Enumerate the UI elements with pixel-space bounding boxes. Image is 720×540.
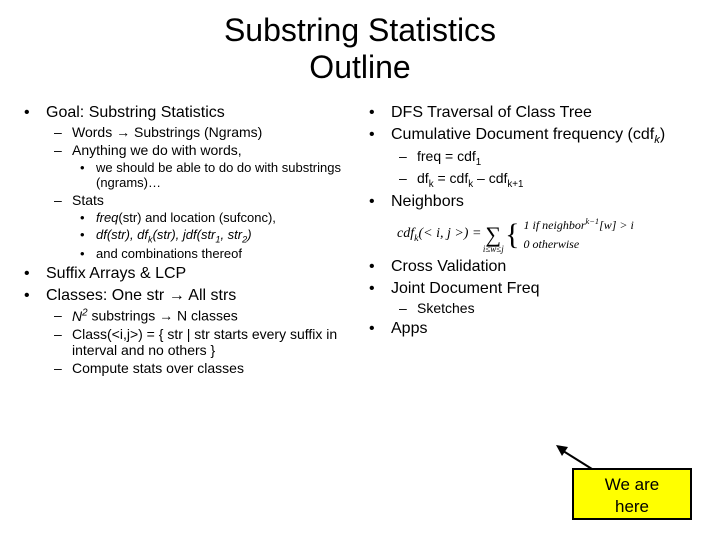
dfs-item: •DFS Traversal of Class Tree [369,104,696,122]
apps-item: •Apps [369,320,696,338]
classes-item: •Classes: One str → All strs [24,287,351,305]
sketches-item: –Sketches [399,300,696,316]
dfk-item: –dfk = cdfk – cdfk+1 [399,170,696,190]
words-item: –Words → Substrings (Ngrams) [54,124,351,140]
classdef-item: –Class(<i,j>) = { str | str starts every… [54,326,351,358]
comb-item: •and combinations thereof [80,246,351,261]
left-column: •Goal: Substring Statistics –Words → Sub… [24,100,351,376]
suffix-item: •Suffix Arrays & LCP [24,265,351,283]
compute-item: –Compute stats over classes [54,360,351,376]
content-columns: •Goal: Substring Statistics –Words → Sub… [24,100,696,376]
goal-item: •Goal: Substring Statistics [24,104,351,122]
joint-item: •Joint Document Freq [369,280,696,298]
df-item: •df(str), dfk(str), jdf(str1, str2) [80,227,351,245]
slide-title: Substring Statistics Outline [24,12,696,86]
freq1-item: –freq = cdf1 [399,148,696,168]
freq-item: •freq(str) and location (sufconc), [80,210,351,225]
cross-item: •Cross Validation [369,258,696,276]
weshould-item: •we should be able to do do with substri… [80,160,351,190]
anything-item: –Anything we do with words, [54,142,351,158]
right-column: •DFS Traversal of Class Tree •Cumulative… [369,100,696,376]
neighbors-formula: cdfk(< i, j >) = ∑i≤w≤j { 1 if neighbork… [397,217,696,252]
n2-item: –N2 substrings → N classes [54,307,351,324]
stats-item: –Stats [54,192,351,208]
we-are-here-callout: We arehere [572,468,692,520]
cumu-item: •Cumulative Document frequency (cdfk) [369,126,696,146]
neighbors-item: •Neighbors [369,193,696,211]
